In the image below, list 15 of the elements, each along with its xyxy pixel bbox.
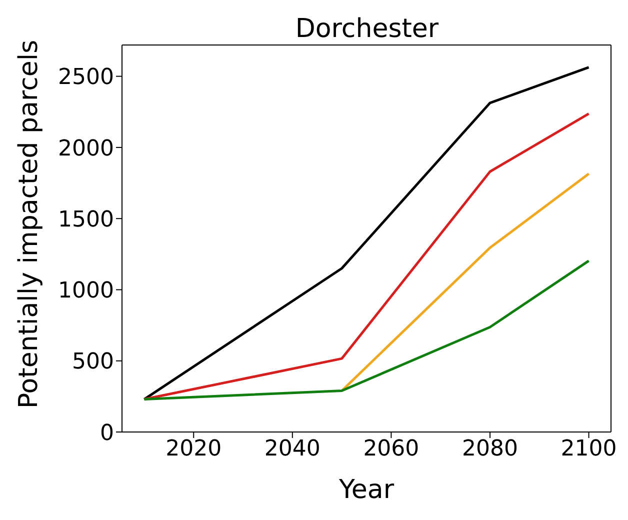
- chart-title: Dorchester: [294, 14, 440, 44]
- x-axis-title: Year: [338, 475, 394, 505]
- x-tick-label: 2080: [462, 436, 518, 462]
- y-tick-label: 500: [72, 350, 114, 375]
- line-series: [142, 260, 590, 401]
- y-tick-label: 1500: [58, 207, 114, 232]
- x-tick-label: 2040: [264, 436, 320, 462]
- y-tick-label: 1000: [58, 278, 114, 304]
- y-tick-label: 0: [100, 420, 114, 446]
- y-axis-title: Potentially impacted parcels: [14, 40, 44, 408]
- y-tick-label: 2000: [58, 136, 114, 162]
- y-tick-label: 2500: [58, 65, 114, 90]
- x-tick-label: 2100: [560, 436, 617, 462]
- x-tick-label: 2060: [363, 436, 420, 462]
- x-tick-label: 2020: [166, 436, 222, 462]
